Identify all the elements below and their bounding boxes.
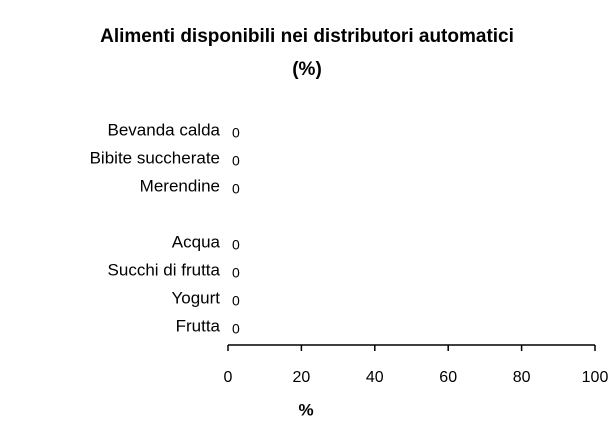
chart-title: (%) bbox=[292, 59, 322, 80]
data-label: 0 bbox=[232, 237, 240, 253]
y-tick-label: Yogurt bbox=[171, 288, 220, 307]
data-label: 0 bbox=[232, 265, 240, 281]
y-tick-label: Succhi di frutta bbox=[108, 260, 221, 279]
x-tick-label: 60 bbox=[439, 369, 457, 386]
y-tick-label: Bibite succherate bbox=[90, 148, 220, 167]
y-tick-label: Acqua bbox=[172, 232, 221, 251]
y-tick-label: Frutta bbox=[176, 316, 221, 335]
data-label: 0 bbox=[232, 153, 240, 169]
data-label: 0 bbox=[232, 125, 240, 141]
x-tick-label: 40 bbox=[366, 369, 384, 386]
x-axis-label: % bbox=[298, 400, 313, 419]
data-label: 0 bbox=[232, 293, 240, 309]
x-tick-label: 100 bbox=[582, 369, 609, 386]
y-tick-label: Bevanda calda bbox=[108, 120, 221, 139]
x-tick-label: 80 bbox=[513, 369, 531, 386]
x-tick-label: 0 bbox=[224, 369, 233, 386]
data-label: 0 bbox=[232, 321, 240, 337]
data-label: 0 bbox=[232, 181, 240, 197]
y-tick-label: Merendine bbox=[140, 176, 220, 195]
chart-title: Alimenti disponibili nei distributori au… bbox=[100, 26, 514, 47]
x-tick-label: 20 bbox=[293, 369, 311, 386]
